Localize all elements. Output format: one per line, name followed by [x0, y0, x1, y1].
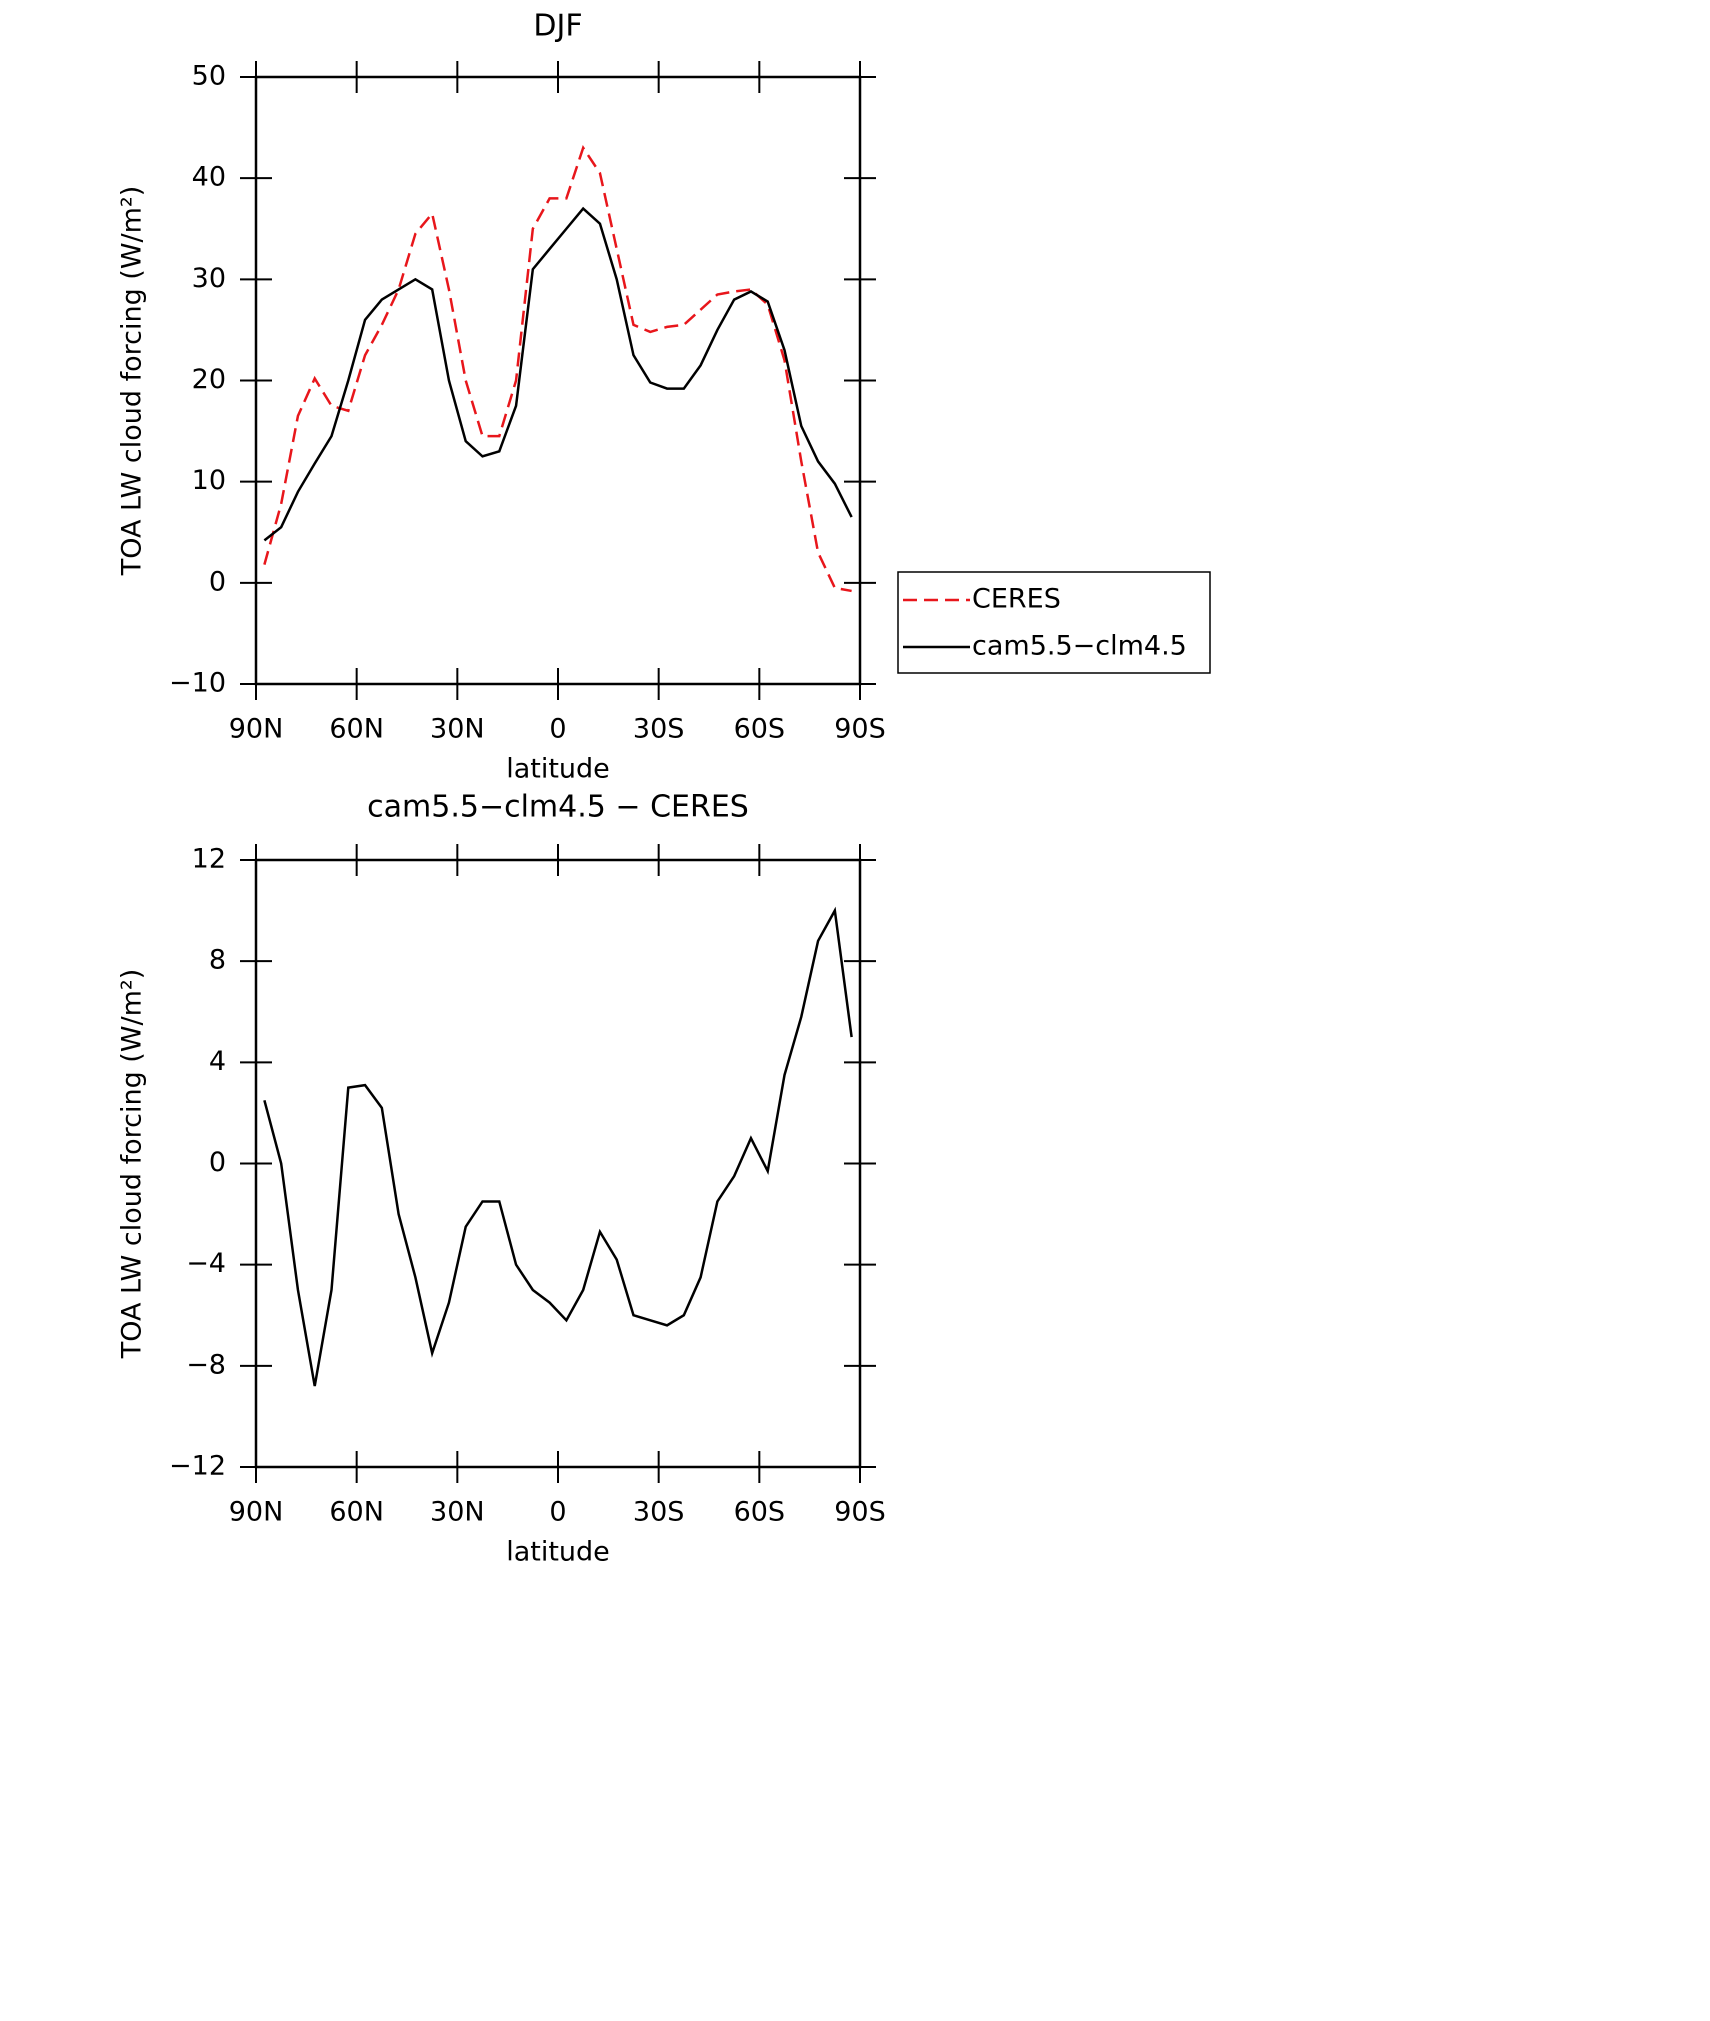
- x-axis-label: latitude: [506, 1537, 610, 1568]
- y-tick-label: 50: [192, 61, 226, 92]
- y-axis-label: TOA LW cloud forcing (W/m²): [117, 969, 148, 1360]
- x-tick-label: 30S: [633, 1497, 685, 1528]
- y-tick-label: 0: [209, 566, 226, 597]
- y-tick-label: 30: [192, 263, 226, 294]
- x-tick-label: 30S: [633, 714, 685, 745]
- x-tick-label: 0: [549, 1497, 566, 1528]
- x-tick-label: 90N: [229, 1497, 284, 1528]
- y-tick-label: 12: [192, 844, 226, 875]
- x-tick-label: 60S: [734, 1497, 786, 1528]
- x-tick-label: 0: [549, 714, 566, 745]
- x-tick-label: 90N: [229, 714, 284, 745]
- y-tick-label: −8: [186, 1349, 226, 1380]
- y-tick-label: 8: [209, 945, 226, 976]
- legend-label: CERES: [972, 584, 1061, 615]
- series-line: [263, 144, 852, 593]
- x-tick-label: 60S: [734, 714, 786, 745]
- x-tick-label: 90S: [834, 714, 886, 745]
- x-tick-label: 90S: [834, 1497, 886, 1528]
- x-tick-label: 60N: [329, 714, 384, 745]
- x-axis-label: latitude: [506, 754, 610, 785]
- legend-box: [897, 571, 1211, 674]
- y-tick-label: −4: [186, 1248, 226, 1279]
- series-line: [263, 206, 853, 542]
- chart-title: DJF: [533, 9, 582, 44]
- plot-frame: [254, 75, 862, 686]
- x-tick-label: 60N: [329, 1497, 384, 1528]
- y-tick-label: −12: [169, 1451, 226, 1482]
- y-tick-label: 40: [192, 162, 226, 193]
- chart-title: cam5.5−clm4.5 − CERES: [367, 790, 749, 825]
- y-tick-label: 0: [209, 1147, 226, 1178]
- series-line: [263, 906, 853, 1387]
- y-tick-label: 4: [209, 1046, 226, 1077]
- y-tick-label: −10: [169, 668, 226, 699]
- y-tick-label: 10: [192, 465, 226, 496]
- y-axis-label: TOA LW cloud forcing (W/m²): [117, 186, 148, 577]
- x-tick-label: 30N: [430, 1497, 485, 1528]
- x-tick-label: 30N: [430, 714, 485, 745]
- y-tick-label: 20: [192, 364, 226, 395]
- legend-label: cam5.5−clm4.5: [972, 631, 1187, 662]
